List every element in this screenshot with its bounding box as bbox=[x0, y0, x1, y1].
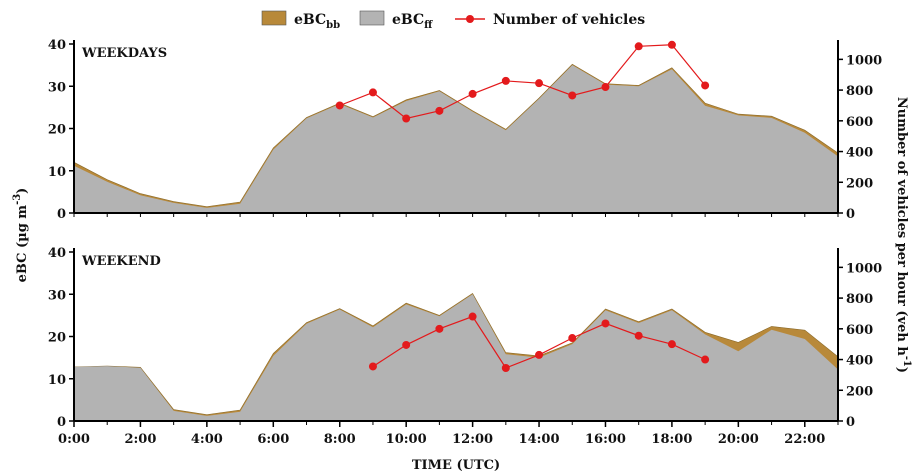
x-tick-label: 12:00 bbox=[452, 432, 493, 447]
vehicles-point bbox=[667, 40, 676, 49]
legend-label: eBCbb bbox=[294, 12, 340, 31]
x-axis: 0:00 2:00 4:00 6:00 8:00 10:00 12:00 14:00 16:00… bbox=[58, 421, 825, 447]
y-right-tick-label: 800 bbox=[846, 292, 873, 307]
y-left-tick-label: 0 bbox=[57, 415, 66, 430]
vehicles-point bbox=[634, 42, 643, 51]
y-right-tick-label: 0 bbox=[846, 207, 855, 222]
y-left-tick-label: 30 bbox=[48, 288, 66, 303]
x-tick-label: 6:00 bbox=[257, 432, 289, 447]
x-tick-label: 10:00 bbox=[386, 432, 427, 447]
vehicles-point bbox=[535, 350, 544, 359]
x-tick-label: 16:00 bbox=[585, 432, 626, 447]
x-tick-label: 18:00 bbox=[651, 432, 692, 447]
panel-title: WEEKDAYS bbox=[81, 46, 167, 61]
y-right-tick-label: 400 bbox=[846, 146, 873, 161]
y-left-tick-label: 10 bbox=[48, 373, 66, 388]
vehicles-point bbox=[501, 76, 510, 85]
vehicles-point bbox=[667, 340, 676, 349]
x-tick-label: 0:00 bbox=[58, 432, 90, 447]
legend-swatch bbox=[359, 10, 385, 26]
y-left-tick-label: 40 bbox=[48, 38, 66, 53]
y-right-tick-label: 200 bbox=[846, 176, 873, 191]
area-ebc-ff bbox=[74, 65, 838, 213]
vehicles-point bbox=[501, 363, 510, 372]
vehicles-point bbox=[601, 83, 610, 92]
legend-swatch bbox=[261, 10, 287, 26]
vehicles-point bbox=[435, 106, 444, 115]
y-right-tick-label: 0 bbox=[846, 415, 855, 430]
x-tick-label: 20:00 bbox=[718, 432, 759, 447]
panel-title: WEEKEND bbox=[81, 254, 161, 269]
legend-label: Number of vehicles bbox=[493, 12, 645, 28]
y-left-tick-label: 20 bbox=[48, 123, 66, 138]
y-right-tick-label: 600 bbox=[846, 323, 873, 338]
y-right-tick-label: 800 bbox=[846, 84, 873, 99]
vehicles-point bbox=[468, 89, 477, 98]
legend: eBCbb eBCff Number of vehicles bbox=[261, 10, 645, 31]
x-axis-label: TIME (UTC) bbox=[412, 458, 500, 472]
y-right-tick-label: 200 bbox=[846, 384, 873, 399]
x-tick-label: 4:00 bbox=[191, 432, 223, 447]
vehicles-point bbox=[701, 81, 710, 90]
vehicles-point bbox=[402, 340, 411, 349]
y-axis-right-label: Number of vehicles per hour (veh h-1) bbox=[894, 97, 912, 373]
vehicles-point bbox=[701, 355, 710, 364]
legend-label: eBCff bbox=[392, 12, 433, 31]
vehicles-point bbox=[634, 331, 643, 340]
vehicles-point bbox=[535, 79, 544, 88]
vehicles-point bbox=[568, 91, 577, 100]
vehicles-point bbox=[368, 362, 377, 371]
y-left-tick-label: 30 bbox=[48, 80, 66, 95]
y-right-tick-label: 1000 bbox=[846, 53, 882, 68]
y-axis-left-label: eBC (µg m-3) bbox=[12, 188, 30, 283]
y-right-tick-label: 600 bbox=[846, 115, 873, 130]
legend-marker bbox=[466, 15, 474, 23]
vehicles-point bbox=[368, 88, 377, 97]
vehicles-point bbox=[402, 114, 411, 123]
vehicles-point bbox=[335, 101, 344, 110]
y-left-tick-label: 40 bbox=[48, 246, 66, 261]
y-left-tick-label: 10 bbox=[48, 165, 66, 180]
vehicles-point bbox=[568, 334, 577, 343]
vehicles-point bbox=[601, 319, 610, 328]
vehicles-line bbox=[339, 44, 706, 120]
x-tick-label: 8:00 bbox=[324, 432, 356, 447]
y-right-tick-label: 400 bbox=[846, 354, 873, 369]
vehicles-point bbox=[468, 312, 477, 321]
x-tick-label: 2:00 bbox=[124, 432, 156, 447]
area-ebc-ff bbox=[74, 294, 838, 421]
x-tick-label: 14:00 bbox=[519, 432, 560, 447]
y-left-tick-label: 20 bbox=[48, 331, 66, 346]
y-left-tick-label: 0 bbox=[57, 207, 66, 222]
x-tick-label: 22:00 bbox=[784, 432, 825, 447]
y-right-tick-label: 1000 bbox=[846, 261, 882, 276]
vehicles-point bbox=[435, 324, 444, 333]
